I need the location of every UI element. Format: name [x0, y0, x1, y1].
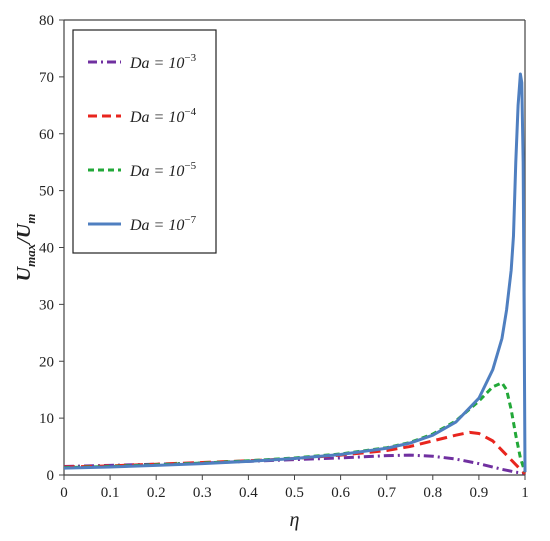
x-tick-label: 0.3 [193, 485, 212, 501]
series-layer [63, 72, 527, 475]
y-tick-label: 20 [39, 354, 54, 370]
x-tick-label: 0.2 [147, 485, 166, 501]
y-label-sub1: max [23, 243, 38, 267]
x-tick-label: 1 [521, 485, 529, 501]
y-tick-label: 0 [47, 468, 55, 484]
x-tick-label: 0.4 [239, 485, 258, 501]
y-label-sep: / [13, 236, 35, 246]
y-tick-label: 30 [39, 297, 54, 313]
legend-label-2: Da = 10−4 [129, 106, 197, 126]
y-tick-label: 70 [39, 70, 54, 86]
legend-label-1: Da = 10−3 [129, 52, 197, 72]
x-tick-label: 0.6 [331, 485, 350, 501]
legend-box [72, 29, 217, 254]
y-axis-label: Umax/Um [13, 214, 38, 282]
legend-label-3: Da = 10−5 [129, 160, 197, 180]
y-label-sub2: m [23, 214, 38, 224]
series-line-4 [63, 72, 527, 473]
legend-label-4: Da = 10−7 [129, 214, 197, 234]
x-tick-label: 0 [60, 485, 68, 501]
y-tick-label: 60 [39, 127, 54, 143]
y-label-base2: U [13, 222, 35, 238]
y-tick-label: 10 [39, 411, 54, 427]
x-axis-ticks: 0 0.1 0.2 0.3 0.4 0.5 0.6 0.7 0.8 0.9 1 [60, 475, 529, 501]
x-tick-label: 0.8 [423, 485, 442, 501]
y-tick-label: 50 [39, 184, 54, 200]
y-tick-label: 40 [39, 241, 54, 257]
x-tick-label: 0.7 [377, 485, 396, 501]
y-axis-ticks: 0 10 20 30 40 50 60 70 80 [39, 13, 64, 484]
x-axis-label: η [290, 509, 300, 531]
legend: Da = 10−3 Da = 10−4 Da = 10−5 Da = 10−7 [72, 29, 217, 254]
x-tick-label: 0.9 [470, 485, 489, 501]
x-tick-label: 0.1 [101, 485, 120, 501]
y-tick-label: 80 [39, 13, 54, 29]
x-tick-label: 0.5 [285, 485, 304, 501]
y-label-base1: U [13, 265, 35, 281]
